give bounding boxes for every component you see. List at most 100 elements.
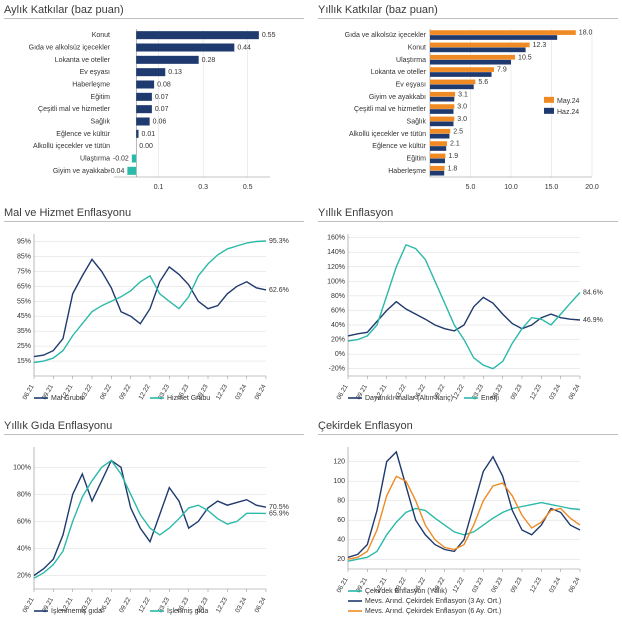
panel-yillik-enflasyon: Yıllık Enflasyon -20%0%20%40%60%80%100%1…: [318, 207, 618, 408]
line-chart: 15%25%35%45%55%65%75%85%95%06.2109.2112.…: [4, 228, 304, 408]
svg-text:20.0: 20.0: [585, 184, 599, 191]
svg-text:1.8: 1.8: [448, 165, 458, 172]
svg-text:7.9: 7.9: [497, 67, 507, 74]
svg-text:Alkollü içecekler ve tütün: Alkollü içecekler ve tütün: [33, 143, 110, 150]
panel-title: Yıllık Gıda Enflasyonu: [4, 420, 304, 435]
svg-text:140%: 140%: [327, 249, 345, 256]
svg-text:2.5: 2.5: [453, 128, 463, 135]
svg-text:Konut: Konut: [408, 45, 426, 52]
svg-text:Lokanta ve oteller: Lokanta ve oteller: [55, 57, 111, 64]
svg-text:İşlenmemiş gıda: İşlenmemiş gıda: [51, 606, 102, 615]
svg-text:03.24: 03.24: [234, 383, 248, 401]
svg-text:5.6: 5.6: [478, 79, 488, 86]
svg-text:03.24: 03.24: [548, 576, 562, 594]
svg-text:03.24: 03.24: [234, 596, 248, 614]
hbar-chart-left: 0.10.30.5Konut0.55Gıda ve alkolsüz içece…: [4, 25, 304, 195]
svg-text:35%: 35%: [17, 328, 31, 335]
svg-text:09.22: 09.22: [118, 596, 132, 614]
panel-title: Yıllık Enflasyon: [318, 207, 618, 222]
svg-text:40%: 40%: [17, 545, 31, 552]
hbar-chart-right: 5.010.015.020.0Gıda ve alkolsüz içecekle…: [318, 25, 618, 195]
svg-text:Sağlık: Sağlık: [407, 119, 427, 126]
svg-text:Çeşitli mal ve hizmetler: Çeşitli mal ve hizmetler: [38, 106, 111, 113]
svg-text:0.13: 0.13: [168, 69, 182, 76]
svg-text:80%: 80%: [17, 491, 31, 498]
svg-text:Alkollü içecekler ve tütün: Alkollü içecekler ve tütün: [349, 131, 426, 138]
panel-title: Çekirdek Enflasyon: [318, 420, 618, 435]
svg-text:0.3: 0.3: [198, 184, 208, 191]
svg-text:06.21: 06.21: [22, 383, 36, 401]
svg-text:25%: 25%: [17, 343, 31, 350]
svg-text:10.5: 10.5: [518, 54, 532, 61]
panel-gida: Yıllık Gıda Enflasyonu 20% 40% 60% 80% 100% 0…: [4, 420, 304, 621]
svg-text:09.23: 09.23: [510, 383, 524, 401]
svg-text:12.23: 12.23: [529, 383, 543, 401]
panel-title: Yıllık Katkılar (baz puan): [318, 4, 618, 19]
svg-text:Haberleşme: Haberleşme: [388, 168, 426, 175]
svg-text:100: 100: [333, 478, 345, 485]
panel-mal-hizmet: Mal ve Hizmet Enflasyonu 15%25%35%45%55%…: [4, 207, 304, 408]
svg-text:0.01: 0.01: [142, 131, 156, 138]
svg-text:Mevs. Arınd. Çekirdek Enflasyo: Mevs. Arınd. Çekirdek Enflasyon (6 Ay. O…: [365, 608, 501, 615]
svg-text:12.23: 12.23: [529, 576, 543, 594]
svg-text:09.22: 09.22: [118, 383, 132, 401]
svg-text:12.3: 12.3: [533, 42, 547, 49]
svg-text:12.23: 12.23: [215, 383, 229, 401]
line-chart: 20%40%60%80%100%06.2109.2112.2103.2206.2…: [4, 441, 304, 621]
svg-text:06.24: 06.24: [254, 596, 268, 614]
svg-text:Mevs. Arınd. Çekirdek Enflasyo: Mevs. Arınd. Çekirdek Enflasyon (3 Ay. O…: [365, 598, 501, 605]
svg-text:65%: 65%: [17, 283, 31, 290]
svg-text:0.00: 0.00: [139, 143, 153, 150]
svg-text:Gıda ve alkolsüz içecekler: Gıda ve alkolsüz içecekler: [345, 32, 427, 39]
svg-text:12.22: 12.22: [452, 576, 466, 594]
svg-text:0.28: 0.28: [202, 57, 216, 64]
svg-text:06.21: 06.21: [336, 576, 350, 594]
svg-text:15.0: 15.0: [545, 184, 559, 191]
svg-text:12.22: 12.22: [138, 383, 152, 401]
svg-text:Sağlık: Sağlık: [91, 119, 111, 126]
svg-text:45%: 45%: [17, 313, 31, 320]
svg-text:Giyim ve ayakkabı: Giyim ve ayakkabı: [369, 94, 426, 101]
svg-text:0.07: 0.07: [155, 94, 169, 101]
svg-text:18.0: 18.0: [579, 30, 593, 37]
svg-text:İşlenmiş gıda: İşlenmiş gıda: [167, 606, 208, 615]
svg-text:12.22: 12.22: [138, 596, 152, 614]
svg-text:06.24: 06.24: [568, 383, 582, 401]
svg-text:160%: 160%: [327, 235, 345, 242]
svg-text:Dayanıklı mallar (Altın hariç): Dayanıklı mallar (Altın hariç): [365, 395, 453, 402]
svg-text:Ulaştırma: Ulaştırma: [396, 57, 426, 64]
svg-text:0.5: 0.5: [243, 184, 253, 191]
svg-text:Eğitim: Eğitim: [91, 94, 111, 101]
svg-text:06.21: 06.21: [336, 383, 350, 401]
svg-text:55%: 55%: [17, 298, 31, 305]
svg-text:40%: 40%: [331, 322, 345, 329]
panel-cekirdek: Çekirdek Enflasyon 2040608010012006.2109…: [318, 420, 618, 621]
svg-text:Çekirdek Enflasyon (Yıllık): Çekirdek Enflasyon (Yıllık): [365, 588, 447, 595]
svg-text:95%: 95%: [17, 238, 31, 245]
svg-text:06.22: 06.22: [99, 383, 113, 401]
svg-text:Enerji: Enerji: [481, 395, 499, 402]
svg-text:Çeşitli mal ve hizmetler: Çeşitli mal ve hizmetler: [354, 106, 427, 113]
svg-text:60%: 60%: [17, 518, 31, 525]
svg-text:100%: 100%: [13, 464, 31, 471]
panel-aylik-katkilar: Aylık Katkılar (baz puan) 0.10.30.5Konut…: [4, 4, 304, 195]
svg-text:Mal Grubu: Mal Grubu: [51, 395, 84, 402]
svg-text:84.6%: 84.6%: [583, 290, 603, 297]
svg-text:20: 20: [337, 556, 345, 563]
svg-text:Haz.24: Haz.24: [557, 109, 579, 116]
svg-text:40: 40: [337, 537, 345, 544]
svg-text:0.55: 0.55: [262, 32, 276, 39]
svg-text:Eğitim: Eğitim: [407, 156, 427, 163]
svg-text:120%: 120%: [327, 264, 345, 271]
svg-text:0.08: 0.08: [157, 82, 171, 89]
chart-grid: Aylık Katkılar (baz puan) 0.10.30.5Konut…: [4, 4, 618, 621]
svg-text:03.23: 03.23: [471, 576, 485, 594]
panel-yillik-katkilar: Yıllık Katkılar (baz puan) 5.010.015.020…: [318, 4, 618, 195]
svg-text:65.9%: 65.9%: [269, 510, 289, 517]
svg-text:12.23: 12.23: [215, 596, 229, 614]
svg-text:06.24: 06.24: [568, 576, 582, 594]
svg-text:20%: 20%: [17, 572, 31, 579]
svg-text:95.3%: 95.3%: [269, 238, 289, 245]
svg-text:09.23: 09.23: [510, 576, 524, 594]
svg-text:80%: 80%: [331, 293, 345, 300]
